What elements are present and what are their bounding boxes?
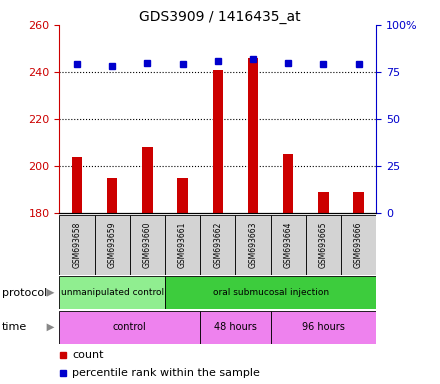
Text: time: time: [2, 322, 27, 333]
Bar: [177, 178, 188, 213]
Text: GSM693658: GSM693658: [73, 222, 81, 268]
Text: GSM693666: GSM693666: [354, 222, 363, 268]
Text: unmanipulated control: unmanipulated control: [61, 288, 164, 297]
Bar: [235, 215, 271, 275]
Text: control: control: [113, 322, 147, 333]
Text: protocol: protocol: [2, 288, 48, 298]
Bar: [165, 276, 376, 309]
Bar: [200, 311, 271, 344]
Bar: [306, 215, 341, 275]
Text: GSM693663: GSM693663: [249, 222, 257, 268]
Text: GSM693659: GSM693659: [108, 222, 117, 268]
Bar: [165, 215, 200, 275]
Bar: [59, 311, 200, 344]
Text: oral submucosal injection: oral submucosal injection: [213, 288, 329, 297]
Bar: [353, 192, 364, 213]
Bar: [271, 311, 376, 344]
Text: GSM693660: GSM693660: [143, 222, 152, 268]
Bar: [130, 215, 165, 275]
Bar: [283, 154, 293, 213]
Bar: [248, 58, 258, 213]
Text: GSM693664: GSM693664: [284, 222, 293, 268]
Bar: [200, 215, 235, 275]
Bar: [107, 178, 117, 213]
Text: 96 hours: 96 hours: [302, 322, 345, 333]
Bar: [271, 215, 306, 275]
Text: GSM693661: GSM693661: [178, 222, 187, 268]
Bar: [341, 215, 376, 275]
Text: 48 hours: 48 hours: [214, 322, 257, 333]
Bar: [95, 215, 130, 275]
Bar: [59, 276, 165, 309]
Text: GDS3909 / 1416435_at: GDS3909 / 1416435_at: [139, 10, 301, 23]
Bar: [72, 157, 82, 213]
Bar: [213, 70, 223, 213]
Bar: [59, 215, 95, 275]
Bar: [142, 147, 153, 213]
Text: percentile rank within the sample: percentile rank within the sample: [72, 367, 260, 377]
Bar: [318, 192, 329, 213]
Text: GSM693662: GSM693662: [213, 222, 222, 268]
Text: count: count: [72, 350, 103, 360]
Text: GSM693665: GSM693665: [319, 222, 328, 268]
